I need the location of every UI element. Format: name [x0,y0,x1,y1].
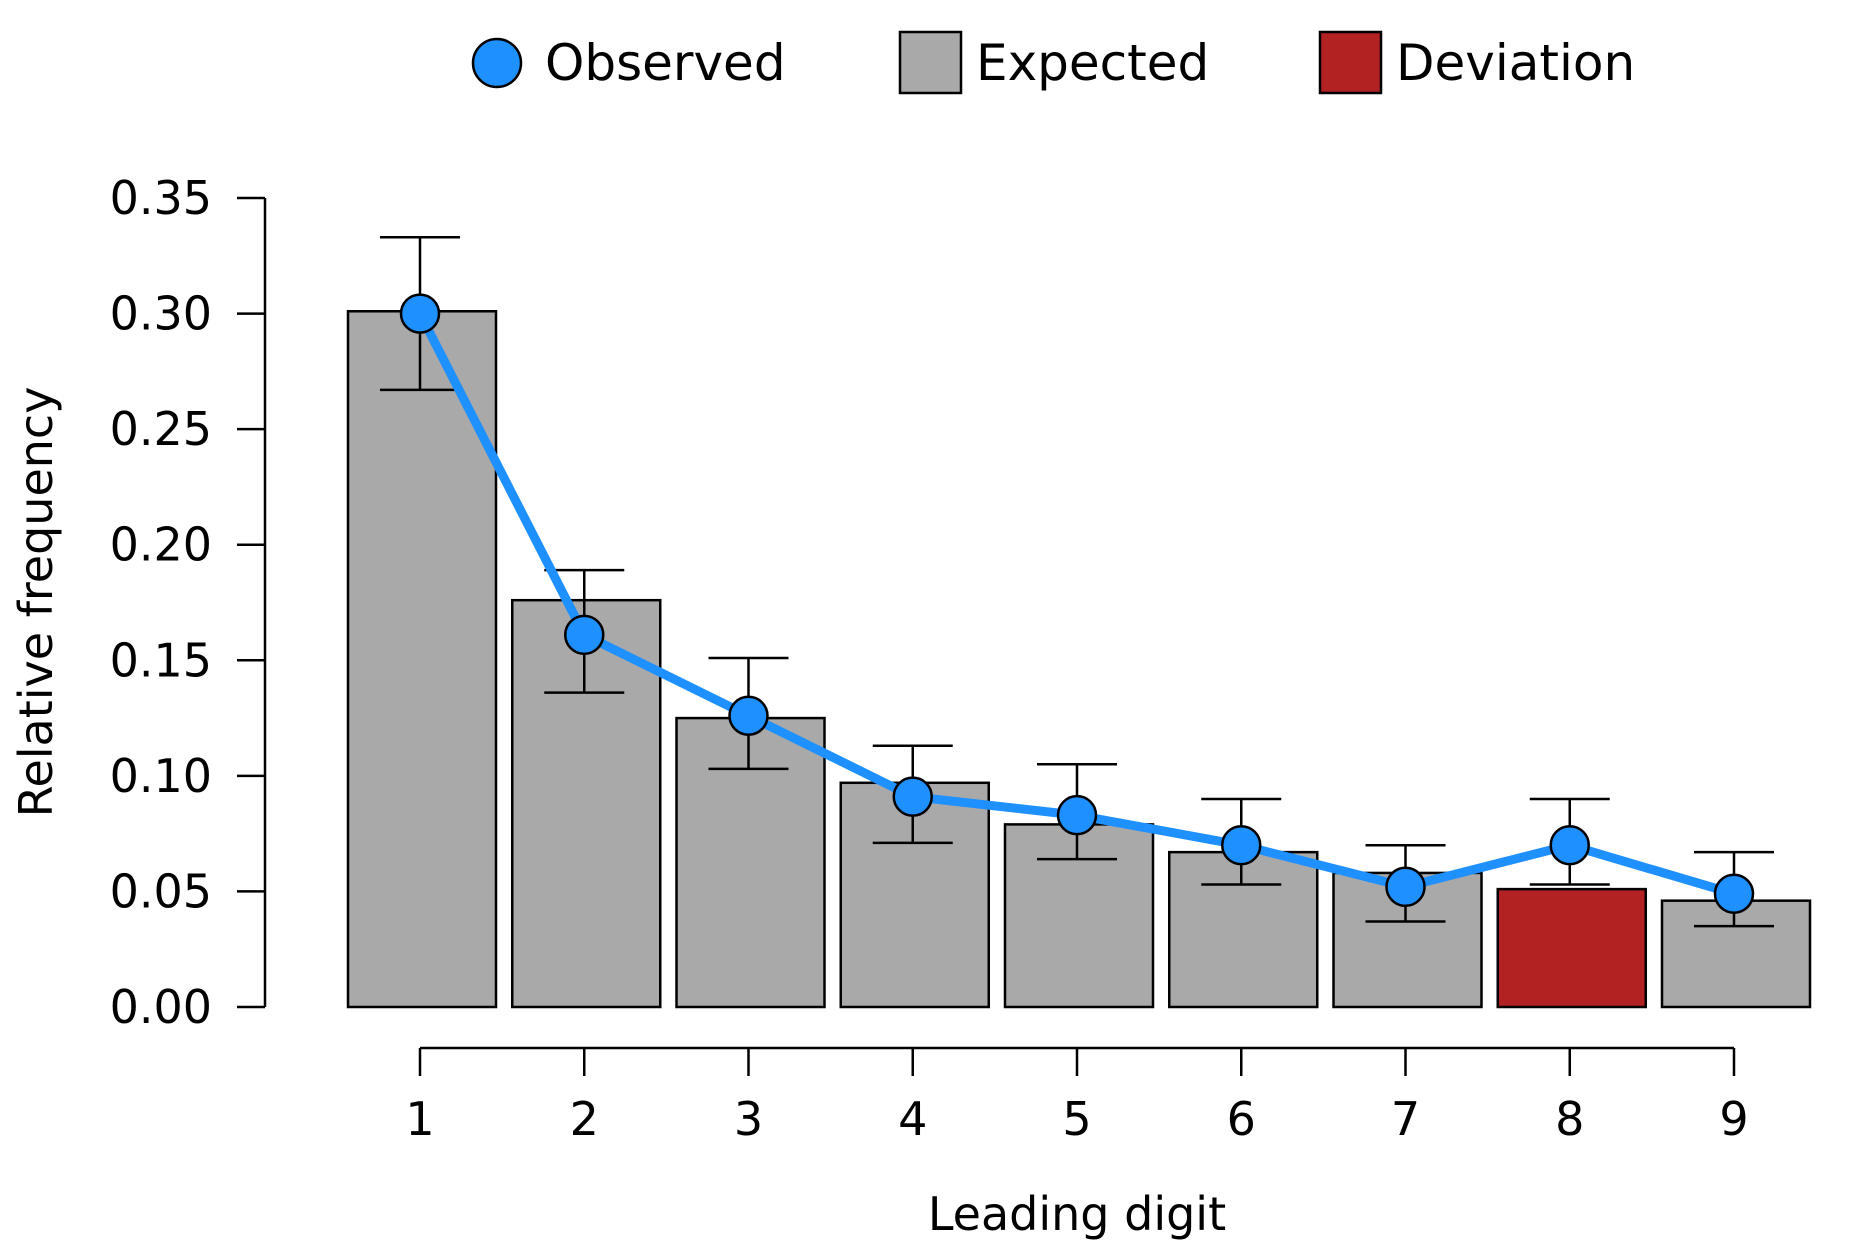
expected-bar [1168,850,1319,1009]
observed-point [1056,794,1098,836]
y-tick-label: 0.20 [110,518,212,572]
legend: Observed Expected Deviation [471,30,1635,95]
x-tick-label: 9 [1719,1092,1748,1146]
y-axis: 0.00 0.05 0.10 0.15 0.20 0.25 0.30 0.35 [110,171,267,1034]
y-tick-label: 0.00 [110,980,212,1034]
deviation-bar [1496,887,1647,1009]
expected-bar [1660,899,1812,1009]
x-tick-label: 2 [570,1092,599,1146]
x-axis-title: Leading digit [928,1187,1226,1241]
expected-bar [1003,823,1155,1009]
y-tick-label: 0.35 [110,171,212,225]
legend-observed-marker [471,37,523,89]
x-tick-label: 8 [1555,1092,1584,1146]
x-axis: 1 2 3 4 5 6 7 8 9 [405,1046,1749,1146]
x-tick-label: 4 [898,1092,927,1146]
expected-bar [511,598,662,1009]
y-tick-label: 0.15 [110,633,212,687]
observed-point [1549,824,1590,866]
expected-bar [839,781,990,1009]
observed-point [892,776,933,817]
observed-point [564,614,605,656]
x-tick-label: 1 [405,1092,434,1146]
y-tick-label: 0.10 [110,749,212,803]
x-tick-label: 3 [734,1092,763,1146]
observed-point [1221,824,1262,866]
observed-points [399,293,1755,914]
error-bars [380,236,1774,928]
y-tick-label: 0.25 [110,402,212,456]
observed-point [1713,873,1755,914]
observed-point [1385,866,1426,908]
y-tick-label: 0.05 [110,864,212,918]
bars [346,310,1812,1009]
y-tick-label: 0.30 [110,287,212,341]
legend-observed-label: Observed [545,34,786,92]
legend-deviation-label: Deviation [1396,34,1635,92]
legend-expected-marker [898,30,963,95]
expected-bar [675,716,826,1009]
legend-deviation-marker [1318,30,1383,95]
x-tick-label: 6 [1227,1092,1256,1146]
legend-expected-label: Expected [976,34,1209,92]
observed-point [728,695,769,737]
observed-point [399,293,441,334]
y-axis-title: Relative frequency [9,387,63,818]
x-tick-label: 5 [1062,1092,1091,1146]
x-tick-label: 7 [1391,1092,1420,1146]
